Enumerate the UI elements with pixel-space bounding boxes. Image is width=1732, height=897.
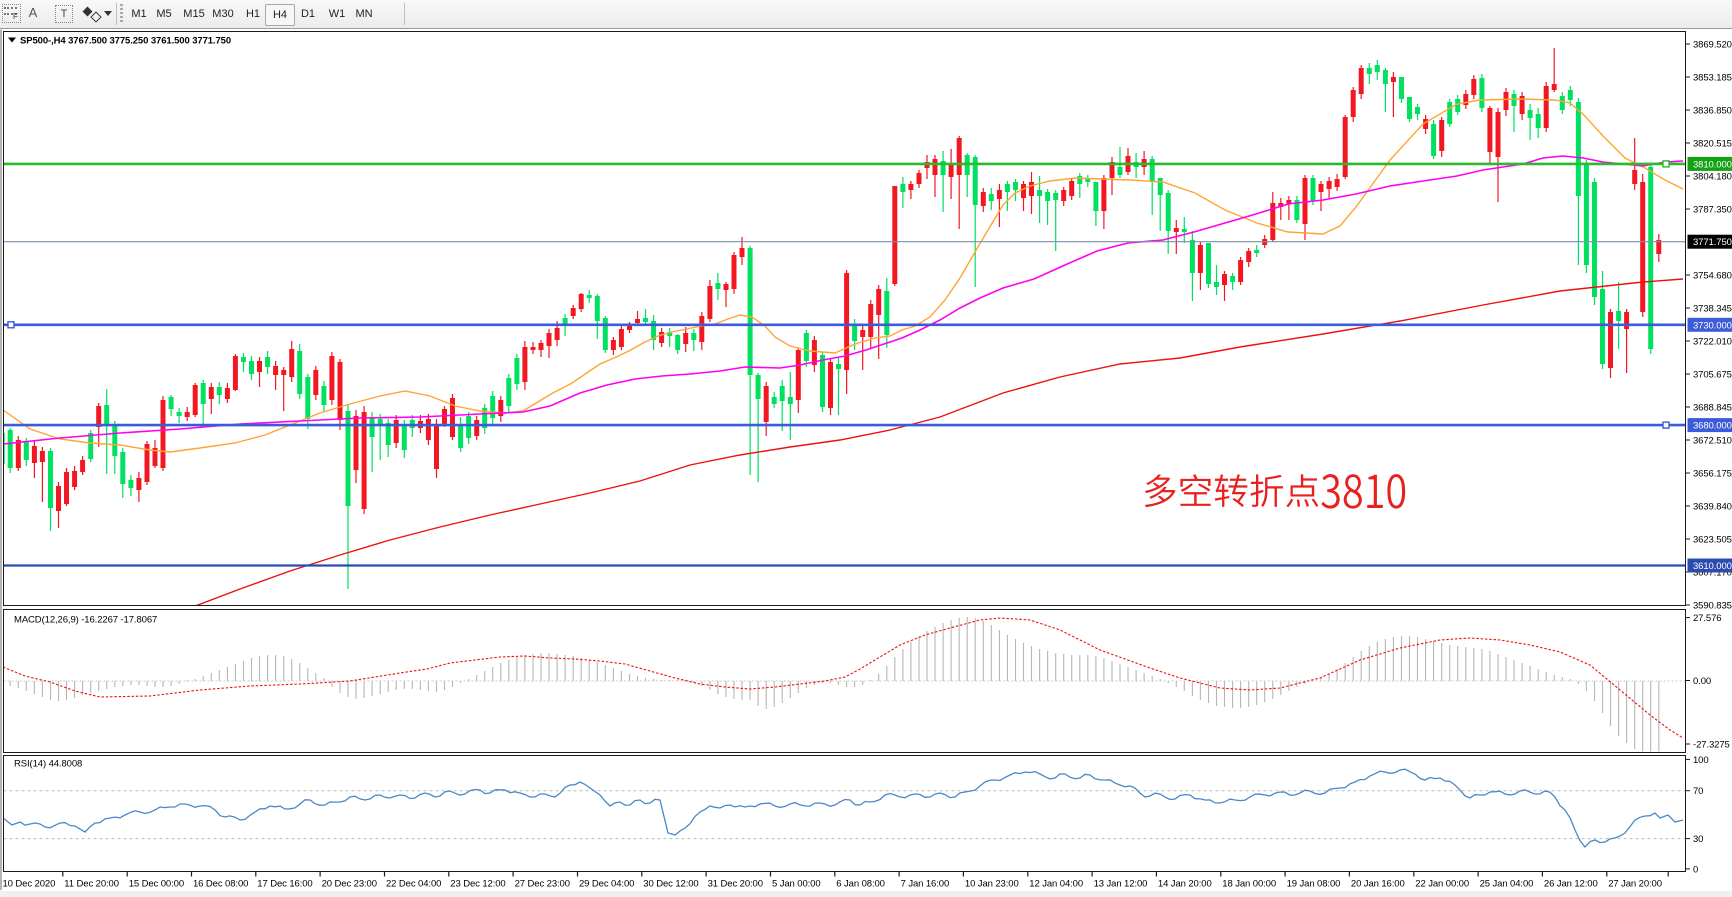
svg-text:3610.000: 3610.000 [1693,561,1732,572]
svg-text:3672.510: 3672.510 [1693,436,1732,447]
svg-text:3730.000: 3730.000 [1693,320,1732,331]
svg-text:3810.000: 3810.000 [1693,159,1732,170]
svg-text:25 Jan 04:00: 25 Jan 04:00 [1480,879,1534,890]
svg-text:3787.350: 3787.350 [1693,205,1732,216]
svg-text:3623.505: 3623.505 [1693,535,1732,546]
svg-text:10 Jan 23:00: 10 Jan 23:00 [965,879,1019,890]
svg-text:17 Dec 16:00: 17 Dec 16:00 [257,879,312,890]
svg-text:0.00: 0.00 [1693,676,1711,687]
svg-text:19 Jan 08:00: 19 Jan 08:00 [1287,879,1341,890]
svg-text:100: 100 [1693,755,1709,766]
svg-text:20 Jan 16:00: 20 Jan 16:00 [1351,879,1405,890]
svg-text:MACD(12,26,9) -16.2267 -17.806: MACD(12,26,9) -16.2267 -17.8067 [14,615,157,626]
svg-text:13 Jan 12:00: 13 Jan 12:00 [1094,879,1148,890]
svg-text:3771.750: 3771.750 [1693,237,1732,248]
svg-text:3820.515: 3820.515 [1693,139,1732,150]
svg-text:3680.000: 3680.000 [1693,421,1732,432]
svg-text:3656.175: 3656.175 [1693,469,1732,480]
svg-text:20 Dec 23:00: 20 Dec 23:00 [322,879,377,890]
svg-text:22 Dec 04:00: 22 Dec 04:00 [386,879,441,890]
svg-text:30: 30 [1693,834,1703,845]
svg-text:27.576: 27.576 [1693,613,1721,624]
svg-text:3688.845: 3688.845 [1693,403,1732,414]
svg-text:3590.835: 3590.835 [1693,601,1732,612]
svg-text:70: 70 [1693,786,1703,797]
svg-text:29 Dec 04:00: 29 Dec 04:00 [579,879,634,890]
svg-text:5 Jan 00:00: 5 Jan 00:00 [772,879,821,890]
svg-text:15 Dec 00:00: 15 Dec 00:00 [129,879,184,890]
svg-text:3722.010: 3722.010 [1693,337,1732,348]
svg-text:23 Dec 12:00: 23 Dec 12:00 [450,879,505,890]
svg-text:-27.3275: -27.3275 [1693,740,1730,751]
svg-text:11 Dec 20:00: 11 Dec 20:00 [64,879,119,890]
svg-text:0: 0 [1693,864,1698,875]
svg-text:SP500-,H4 3767.500 3775.250 3: SP500-,H4 3767.500 3775.250 3761.500 377… [20,36,231,47]
svg-text:27 Jan 20:00: 27 Jan 20:00 [1608,879,1662,890]
svg-text:3836.850: 3836.850 [1693,106,1732,117]
svg-text:3705.675: 3705.675 [1693,370,1732,381]
svg-text:10 Dec 2020: 10 Dec 2020 [3,879,56,890]
svg-text:27 Dec 23:00: 27 Dec 23:00 [515,879,570,890]
svg-text:26 Jan 12:00: 26 Jan 12:00 [1544,879,1598,890]
svg-text:3738.345: 3738.345 [1693,304,1732,315]
svg-text:RSI(14) 44.8008: RSI(14) 44.8008 [14,759,82,770]
svg-text:3869.520: 3869.520 [1693,40,1732,51]
svg-text:3607.170: 3607.170 [1693,568,1732,579]
svg-text:18 Jan 00:00: 18 Jan 00:00 [1222,879,1276,890]
svg-text:3754.680: 3754.680 [1693,271,1732,282]
svg-text:3853.185: 3853.185 [1693,73,1732,84]
svg-text:3639.840: 3639.840 [1693,502,1732,513]
svg-text:16 Dec 08:00: 16 Dec 08:00 [193,879,248,890]
svg-text:3804.180: 3804.180 [1693,172,1732,183]
svg-text:7 Jan 16:00: 7 Jan 16:00 [901,879,950,890]
svg-text:31 Dec 20:00: 31 Dec 20:00 [708,879,763,890]
svg-text:22 Jan 00:00: 22 Jan 00:00 [1415,879,1469,890]
svg-text:12 Jan 04:00: 12 Jan 04:00 [1029,879,1083,890]
svg-text:14 Jan 20:00: 14 Jan 20:00 [1158,879,1212,890]
svg-text:6 Jan 08:00: 6 Jan 08:00 [836,879,885,890]
svg-text:30 Dec 12:00: 30 Dec 12:00 [643,879,698,890]
